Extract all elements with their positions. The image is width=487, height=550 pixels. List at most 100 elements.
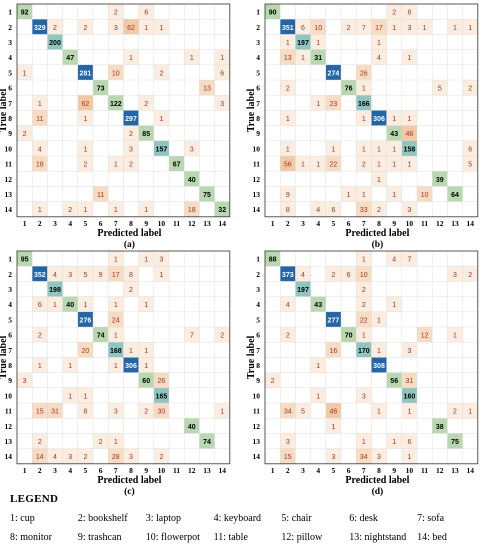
x-tick-label: 2 <box>38 219 42 228</box>
heatmap-cell <box>462 357 478 373</box>
heatmap-cell <box>432 448 448 464</box>
heatmap-cell <box>108 281 124 297</box>
heatmap-cell <box>108 448 124 464</box>
heatmap-cell <box>371 281 387 297</box>
heatmap-cell <box>199 433 215 449</box>
cell-value: 2 <box>83 454 87 461</box>
heatmap-cell <box>169 357 185 373</box>
cell-value: 10 <box>314 25 322 32</box>
cell-value: 1 <box>362 333 366 340</box>
x-tick-label: 4 <box>68 466 72 475</box>
cell-value: 1 <box>286 40 290 47</box>
y-tick-label: 3 <box>8 38 12 47</box>
cell-value: 1 <box>159 272 163 279</box>
x-tick-label: 3 <box>53 219 57 228</box>
heatmap-cell <box>199 266 215 282</box>
heatmap-cell <box>17 4 33 20</box>
cell-value: 74 <box>97 333 105 340</box>
heatmap-cell <box>47 387 63 403</box>
heatmap-cell <box>184 110 200 126</box>
heatmap-cell <box>386 171 402 187</box>
heatmap-cell <box>341 387 357 403</box>
heatmap-cell <box>184 357 200 373</box>
heatmap-cell <box>169 49 185 65</box>
heatmap-cell <box>280 95 296 111</box>
heatmap-cell <box>184 34 200 50</box>
heatmap-cell <box>32 387 48 403</box>
heatmap-cell <box>371 64 387 80</box>
heatmap-cell <box>295 342 311 358</box>
heatmap-cell <box>214 34 230 50</box>
heatmap-cell <box>462 95 478 111</box>
heatmap-cell <box>371 418 387 434</box>
heatmap-cell <box>32 156 48 172</box>
heatmap-cell <box>280 311 296 327</box>
cell-value: 1 <box>23 70 27 77</box>
cell-value: 43 <box>390 131 398 138</box>
heatmap-cell <box>447 327 463 343</box>
cell-value: 2 <box>377 207 381 214</box>
heatmap-cell <box>123 4 139 20</box>
heatmap-cell <box>265 110 281 126</box>
heatmap-cell <box>32 19 48 35</box>
heatmap-cell <box>447 171 463 187</box>
heatmap-cell <box>417 311 433 327</box>
heatmap-cell <box>169 433 185 449</box>
heatmap-cell <box>401 387 417 403</box>
heatmap-cell <box>295 357 311 373</box>
heatmap-cell <box>371 19 387 35</box>
heatmap-cell <box>169 186 185 202</box>
heatmap-cell <box>138 448 154 464</box>
heatmap-cell <box>153 311 169 327</box>
heatmap-cell <box>62 387 78 403</box>
cell-value: 8 <box>286 207 290 214</box>
heatmap-cell <box>280 156 296 172</box>
cell-value: 122 <box>110 101 122 108</box>
heatmap-cell <box>123 327 139 343</box>
heatmap-cell <box>123 281 139 297</box>
heatmap-cell <box>401 296 417 312</box>
heatmap-cell <box>153 19 169 35</box>
heatmap-cell <box>356 433 372 449</box>
heatmap-cell <box>199 281 215 297</box>
heatmap-cell <box>341 251 357 267</box>
cell-value: 30 <box>158 409 166 416</box>
heatmap-cell <box>356 201 372 217</box>
heatmap-cell <box>108 266 124 282</box>
heatmap-cell <box>214 311 230 327</box>
heatmap-cell <box>417 186 433 202</box>
heatmap-cell <box>310 95 326 111</box>
heatmap-cell <box>62 327 78 343</box>
heatmap-cell <box>17 433 33 449</box>
heatmap-cell <box>138 251 154 267</box>
heatmap-cell <box>77 418 93 434</box>
heatmap-cell <box>17 80 33 96</box>
heatmap-cell <box>93 448 109 464</box>
heatmap-cell <box>77 125 93 141</box>
heatmap-cell <box>153 49 169 65</box>
heatmap-cell <box>462 433 478 449</box>
y-tick-label: 2 <box>256 270 260 279</box>
heatmap-cell <box>138 64 154 80</box>
heatmap-cell <box>371 186 387 202</box>
heatmap-cell <box>310 110 326 126</box>
heatmap-cell <box>62 357 78 373</box>
cell-value: 1 <box>453 25 457 32</box>
heatmap-cell <box>62 201 78 217</box>
heatmap-cell <box>47 49 63 65</box>
cell-value: 1 <box>407 55 411 62</box>
heatmap-cell <box>169 171 185 187</box>
heatmap-cell <box>310 19 326 35</box>
y-tick-label: 10 <box>253 144 261 153</box>
heatmap-cell <box>341 296 357 312</box>
heatmap-cell <box>462 311 478 327</box>
heatmap-cell <box>432 125 448 141</box>
heatmap-cell <box>184 64 200 80</box>
heatmap-cell <box>123 296 139 312</box>
cell-value: 1 <box>114 257 118 264</box>
heatmap-cell <box>356 49 372 65</box>
heatmap-cell <box>199 64 215 80</box>
heatmap-cell <box>386 311 402 327</box>
heatmap-cell <box>47 327 63 343</box>
cell-value: 74 <box>203 439 211 446</box>
